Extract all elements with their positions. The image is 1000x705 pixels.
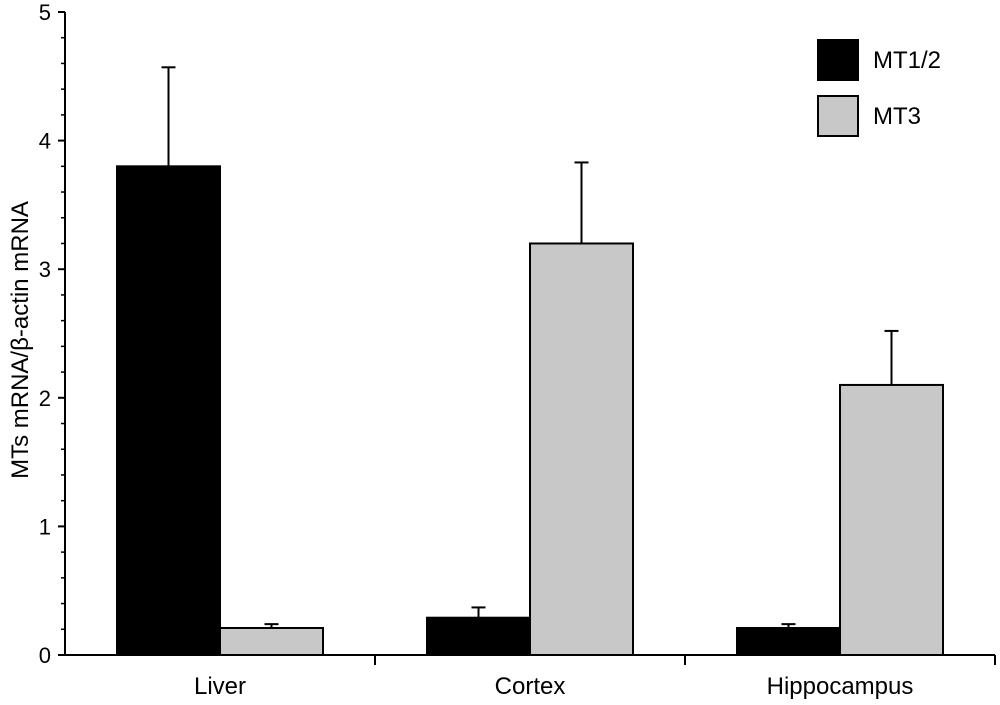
legend-label: MT1/2 (873, 47, 941, 74)
y-tick-label: 0 (39, 643, 51, 668)
y-axis: 0 1 2 3 4 5 (39, 0, 66, 668)
error-bars (161, 66, 899, 628)
x-axis: Liver Cortex Hippocampus (65, 654, 996, 700)
legend-swatch (817, 39, 859, 81)
legend-label: MT3 (873, 103, 921, 130)
bar (736, 626, 841, 657)
y-axis-title: MTs mRNA/β-actin mRNA (7, 201, 34, 479)
y-tick-label: 3 (39, 257, 51, 282)
legend-swatch (817, 95, 859, 137)
x-category-label: Hippocampus (767, 673, 914, 700)
y-tick-label: 2 (39, 386, 51, 411)
bar (839, 383, 944, 656)
bar (219, 626, 324, 657)
y-tick-label: 1 (39, 514, 51, 539)
legend: MT1/2 MT3 (817, 39, 941, 137)
bar (116, 165, 221, 656)
bars (116, 165, 944, 657)
bar (529, 242, 634, 656)
x-category-label: Cortex (495, 673, 566, 700)
bar (426, 616, 531, 656)
y-tick-label: 5 (39, 0, 51, 25)
x-category-label: Liver (194, 673, 246, 700)
y-tick-label: 4 (39, 129, 51, 154)
